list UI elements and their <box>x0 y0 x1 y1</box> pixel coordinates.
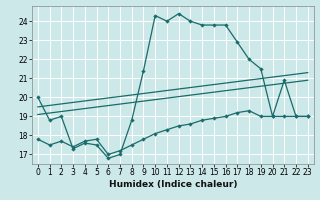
X-axis label: Humidex (Indice chaleur): Humidex (Indice chaleur) <box>108 180 237 189</box>
